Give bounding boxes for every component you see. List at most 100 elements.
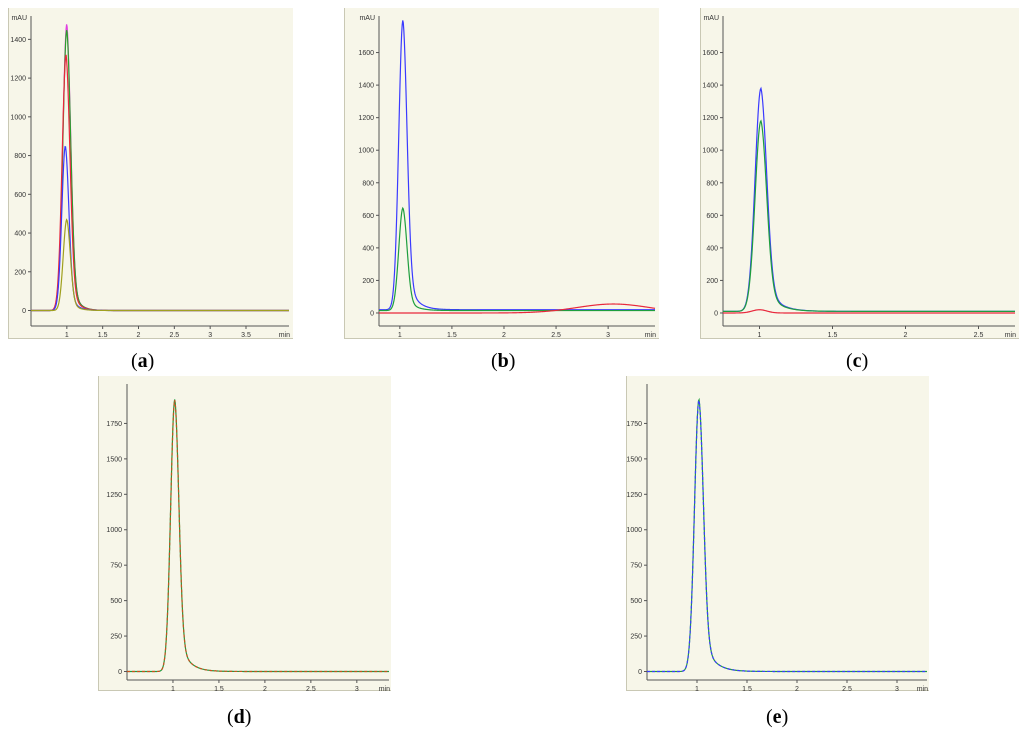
y-tick-label: 600 (14, 192, 26, 199)
series-line (127, 400, 389, 673)
x-tick-label: 2 (904, 332, 908, 339)
series-line (31, 145, 289, 312)
y-tick-label: 1600 (702, 50, 718, 57)
chromatogram-b-svg: 0 200 400 600 800 1000 1200 1400 1600 1 1.5 2 2.5 3 mA… (358, 15, 656, 339)
chromatogram-panel-a: 0 200 400 600 800 1000 1200 1400 1 1.5 2 2.5 3 3.5 mAU… (8, 8, 293, 339)
caption-b: (b) (491, 350, 516, 372)
series-line (723, 309, 1015, 314)
y-tick-label: 1000 (106, 527, 122, 534)
y-tick-label: 400 (706, 245, 718, 252)
y-tick-label: 250 (110, 634, 122, 641)
y-tick-label: 0 (714, 310, 718, 317)
x-unit-label: min (917, 686, 928, 693)
y-tick-label: 1500 (626, 456, 642, 463)
y-tick-label: 0 (118, 669, 122, 676)
x-tick-label: 2 (137, 332, 141, 339)
y-tick-label: 250 (630, 634, 642, 641)
x-tick-label: 2 (502, 332, 506, 339)
y-tick-label: 200 (362, 278, 374, 285)
x-tick-label: 1.5 (447, 332, 457, 339)
x-tick-label: 1.5 (214, 686, 224, 693)
y-tick-label: 1000 (626, 527, 642, 534)
chromatogram-panel-d: 0 250 500 750 1000 1250 1500 1750 1 1.5 2 2.5 3 min (98, 376, 391, 693)
y-tick-label: 750 (110, 563, 122, 570)
chromatogram-panel-e: 0 250 500 750 1000 1250 1500 1750 1 1.5 2 2.5 3 min (626, 376, 929, 693)
x-tick-label: 1 (695, 686, 699, 693)
chromatogram-e-svg: 0 250 500 750 1000 1250 1500 1750 1 1.5 2 2.5 3 min (626, 384, 928, 693)
series-line (647, 397, 927, 673)
y-tick-label: 600 (362, 213, 374, 220)
y-tick-label: 1750 (626, 421, 642, 428)
x-tick-label: 1 (171, 686, 175, 693)
series-line (723, 119, 1015, 312)
x-tick-label: 1 (758, 332, 762, 339)
y-tick-label: 0 (370, 310, 374, 317)
caption-a: (a) (131, 350, 155, 372)
x-tick-label: 3 (355, 686, 359, 693)
y-unit-label: mAU (703, 15, 719, 22)
caption-e: (e) (766, 706, 789, 728)
y-tick-label: 500 (630, 598, 642, 605)
y-tick-label: 800 (14, 153, 26, 160)
x-tick-label: 1.5 (828, 332, 838, 339)
y-tick-label: 800 (706, 180, 718, 187)
series-line (379, 206, 655, 312)
y-tick-label: 1600 (358, 50, 374, 57)
x-tick-label: 3 (895, 686, 899, 693)
x-tick-label: 1.5 (98, 332, 108, 339)
y-tick-label: 1250 (626, 492, 642, 499)
caption-d: (d) (227, 706, 252, 728)
caption-c: (c) (846, 350, 869, 372)
y-tick-label: 1200 (358, 115, 374, 122)
y-tick-label: 400 (362, 245, 374, 252)
y-tick-label: 1000 (702, 148, 718, 155)
y-tick-label: 1400 (10, 37, 26, 44)
y-unit-label: mAU (359, 15, 375, 22)
y-tick-label: 1000 (358, 148, 374, 155)
y-tick-label: 500 (110, 598, 122, 605)
y-tick-label: 600 (706, 213, 718, 220)
x-unit-label: min (379, 686, 390, 693)
x-tick-label: 2.5 (551, 332, 561, 339)
series-line (127, 399, 389, 673)
y-tick-label: 1500 (106, 456, 122, 463)
x-tick-label: 1.5 (742, 686, 752, 693)
series-line (31, 30, 289, 312)
y-tick-label: 1250 (106, 492, 122, 499)
y-tick-label: 1200 (10, 76, 26, 83)
y-tick-label: 1400 (702, 83, 718, 90)
x-tick-label: 2 (263, 686, 267, 693)
chromatogram-panel-b: 0 200 400 600 800 1000 1200 1400 1600 1 1.5 2 2.5 3 mA… (344, 8, 659, 339)
x-tick-label: 3 (606, 332, 610, 339)
y-tick-label: 0 (22, 308, 26, 315)
series-line (647, 398, 927, 673)
series-line (379, 20, 655, 311)
x-tick-label: 2 (795, 686, 799, 693)
y-tick-label: 1200 (702, 115, 718, 122)
chromatogram-c-svg: 0 200 400 600 800 1000 1200 1400 1600 1 1.5 2 2.5 mAU… (702, 15, 1016, 339)
y-tick-label: 400 (14, 231, 26, 238)
x-tick-label: 2.5 (169, 332, 179, 339)
series-line (31, 218, 289, 312)
y-unit-label: mAU (11, 15, 27, 22)
y-tick-label: 1400 (358, 83, 374, 90)
y-tick-label: 200 (14, 269, 26, 276)
x-tick-label: 2.5 (842, 686, 852, 693)
x-tick-label: 2.5 (974, 332, 984, 339)
x-tick-label: 3.5 (241, 332, 251, 339)
x-tick-label: 1 (65, 332, 69, 339)
x-tick-label: 2.5 (306, 686, 316, 693)
y-tick-label: 750 (630, 563, 642, 570)
y-tick-label: 800 (362, 180, 374, 187)
y-tick-label: 1000 (10, 114, 26, 121)
chromatogram-d-svg: 0 250 500 750 1000 1250 1500 1750 1 1.5 2 2.5 3 min (106, 384, 390, 693)
x-tick-label: 1 (398, 332, 402, 339)
series-line (31, 24, 289, 312)
chromatogram-a-svg: 0 200 400 600 800 1000 1200 1400 1 1.5 2 2.5 3 3.5 mAU… (10, 15, 290, 339)
y-tick-label: 1750 (106, 421, 122, 428)
x-unit-label: min (279, 332, 290, 339)
y-tick-label: 0 (638, 669, 642, 676)
x-unit-label: min (1005, 332, 1016, 339)
y-tick-label: 200 (706, 278, 718, 285)
x-tick-label: 3 (208, 332, 212, 339)
